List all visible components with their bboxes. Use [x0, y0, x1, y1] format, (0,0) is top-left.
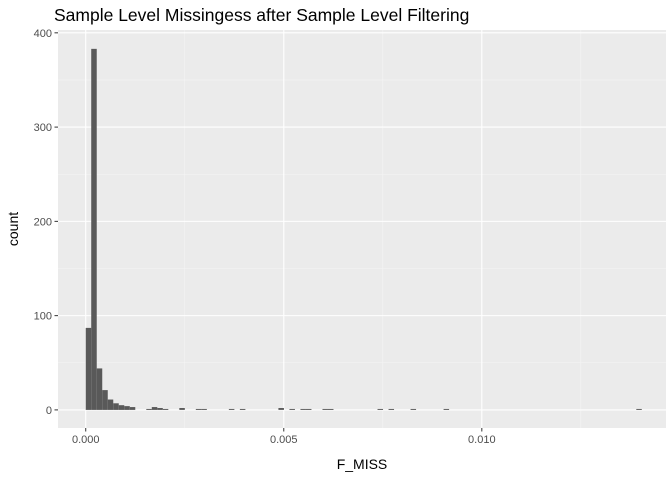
histogram-bar: [102, 390, 108, 410]
y-axis-title: count: [5, 212, 21, 246]
histogram-bar: [151, 407, 158, 410]
histogram-bar: [289, 408, 295, 410]
histogram-bar: [443, 408, 450, 410]
y-tick-label: 0: [46, 405, 52, 417]
histogram-bar: [201, 408, 207, 410]
x-tick-label: 0.005: [270, 434, 298, 446]
x-tick-label: 0.010: [468, 434, 496, 446]
minor-gridlines: [58, 30, 666, 428]
y-tick-label: 400: [34, 28, 52, 40]
histogram-bar: [85, 327, 92, 410]
x-axis: 0.000 0.005 0.010: [72, 428, 496, 446]
histogram-bar: [239, 408, 246, 410]
y-tick-label: 100: [34, 311, 52, 323]
histogram-bar: [179, 408, 185, 410]
histogram-bar: [118, 405, 125, 410]
histogram-bar: [91, 48, 97, 410]
histogram-bar: [157, 408, 163, 410]
histogram-bar: [300, 408, 306, 410]
histogram-bar: [96, 368, 103, 410]
histogram-bar: [195, 408, 202, 410]
histogram-bar: [146, 408, 152, 410]
plot-panel: [58, 30, 666, 428]
histogram-bar: [327, 408, 334, 410]
histogram-bar: [129, 407, 136, 410]
histogram-bar: [124, 406, 130, 410]
histogram-bar: [162, 408, 169, 410]
histogram-bar: [305, 408, 312, 410]
y-tick-label: 300: [34, 122, 52, 134]
histogram-bar: [388, 408, 395, 410]
histogram-bar: [636, 408, 642, 410]
histogram-bars: [85, 48, 642, 410]
histogram-bar: [278, 408, 284, 410]
histogram-bar: [322, 408, 328, 410]
histogram-bar: [113, 403, 119, 410]
x-tick-label: 0.000: [72, 434, 100, 446]
y-tick-label: 200: [34, 216, 52, 228]
chart-title: Sample Level Missingess after Sample Lev…: [54, 5, 469, 25]
histogram-bar: [228, 408, 235, 410]
x-axis-title: F_MISS: [337, 456, 388, 472]
histogram-bar: [410, 408, 417, 410]
histogram-bar: [377, 408, 384, 410]
y-axis: 0 100 200 300 400: [34, 28, 58, 417]
histogram-bar: [107, 399, 114, 410]
